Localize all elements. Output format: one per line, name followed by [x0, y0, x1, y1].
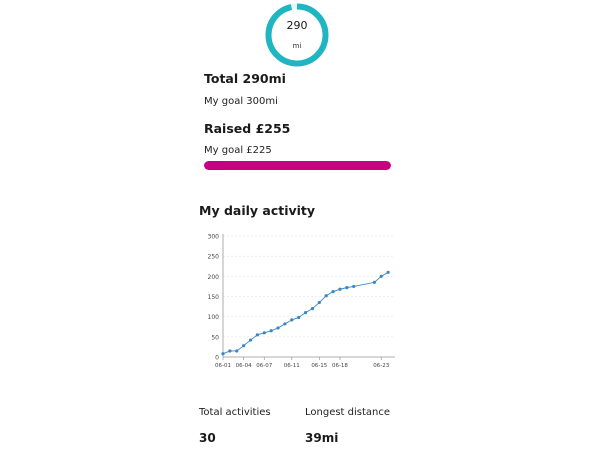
total-activities-value: 30: [199, 431, 216, 445]
data-point: [269, 329, 273, 333]
data-point: [248, 338, 253, 342]
x-tick-label: 06-11: [284, 363, 300, 369]
longest-distance-label: Longest distance: [305, 407, 391, 418]
daily-activity-chart: 300 250 200 150 100 50 006-01 06-04 06-07 06-11 06…: [208, 234, 395, 369]
data-point: [386, 270, 390, 274]
x-tick-label: 06-07: [256, 363, 272, 369]
total-distance-title: Total 290mi: [204, 71, 286, 86]
data-point: [379, 274, 383, 278]
data-point: [283, 322, 287, 326]
data-point: [324, 294, 328, 298]
distance-ring-arc: [265, 3, 329, 67]
data-point: [221, 352, 225, 356]
total-activities-label: Total activities: [199, 407, 271, 418]
data-point: [303, 311, 308, 315]
data-point: [262, 331, 266, 335]
data-point: [331, 290, 335, 294]
x-tick-label: 06-23: [373, 363, 389, 369]
distance-ring: 290 mi: [264, 2, 330, 68]
data-point: [228, 349, 232, 353]
data-point: [345, 286, 349, 290]
data-point: [290, 318, 294, 322]
distance-ring-graphic: [265, 3, 329, 67]
x-tick-label: 06-18: [332, 363, 348, 369]
y-tick-label: 50: [211, 334, 219, 341]
y-tick-label: 250: [208, 254, 220, 261]
daily-activity-title: My daily activity: [199, 203, 316, 218]
data-point: [297, 315, 301, 320]
y-tick-label: 100: [208, 314, 220, 321]
ring-distance-unit: mi: [292, 42, 302, 50]
data-point: [338, 287, 342, 291]
raised-amount-title: Raised £255: [204, 121, 291, 136]
fundraising-goal-text: My goal £225: [204, 145, 272, 156]
ring-distance-value: 290: [286, 19, 308, 32]
y-tick-label: 300: [208, 234, 220, 241]
y-tick-label: 150: [208, 294, 220, 301]
data-point: [242, 344, 246, 348]
fundraising-progress-bar: [204, 161, 391, 170]
x-tick-label: 06-15: [311, 363, 327, 369]
data-point: [372, 280, 376, 284]
longest-distance-value: 39mi: [305, 431, 339, 445]
x-tick-label: 06-01: [215, 363, 231, 369]
y-tick-label: 0: [215, 355, 219, 362]
data-point: [255, 333, 259, 337]
data-point: [352, 284, 356, 289]
data-point: [317, 300, 321, 305]
distance-goal-text: My goal 300mi: [204, 96, 278, 107]
y-tick-label: 200: [208, 274, 220, 281]
data-point: [235, 349, 239, 353]
x-tick-label: 06-04: [236, 363, 252, 369]
data-point: [276, 326, 280, 330]
data-point: [310, 307, 315, 311]
fundraising-progress-fill: [204, 161, 391, 170]
